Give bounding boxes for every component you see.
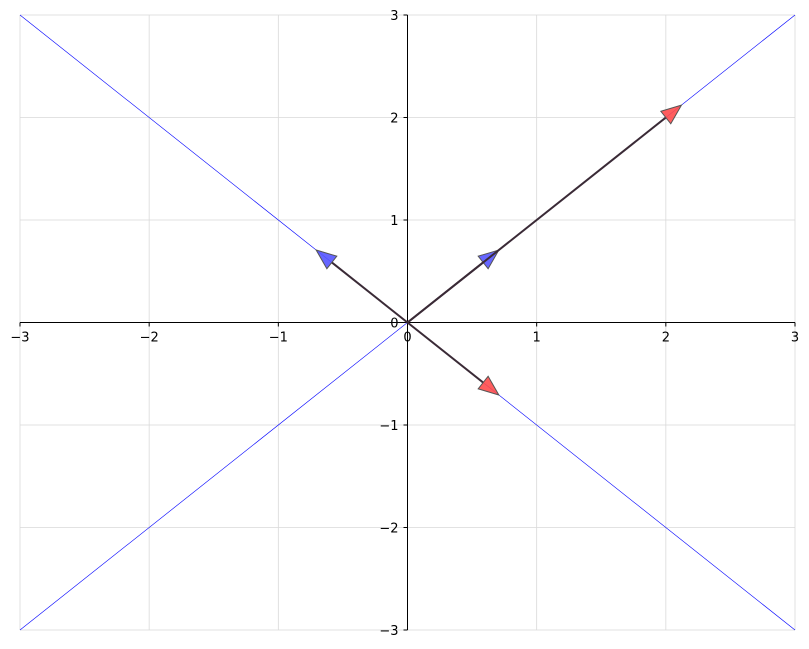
x-tick-label: 3 [791,331,799,346]
x-tick-label: −2 [140,331,159,346]
y-tick-label: 3 [390,9,398,24]
arrow-shaft [406,321,484,384]
y-tick-label: −1 [379,419,398,434]
y-tick-label: −2 [379,522,398,537]
x-tick-label: 1 [533,331,541,346]
arrow-shaft [331,261,409,324]
y-tick-label: 2 [390,112,398,127]
arrow-head [659,104,683,125]
y-tick-label: 1 [390,214,398,229]
y-tick-label: −3 [379,624,398,639]
x-tick-label: −3 [10,331,29,346]
y-tick-label: 0 [390,317,398,332]
x-tick-label: 0 [403,331,411,346]
x-tick-label: −1 [269,331,288,346]
arrow-head [477,375,500,396]
arrow-head [315,249,338,270]
arrow-shaft [406,116,667,324]
x-tick-label: 2 [662,331,670,346]
